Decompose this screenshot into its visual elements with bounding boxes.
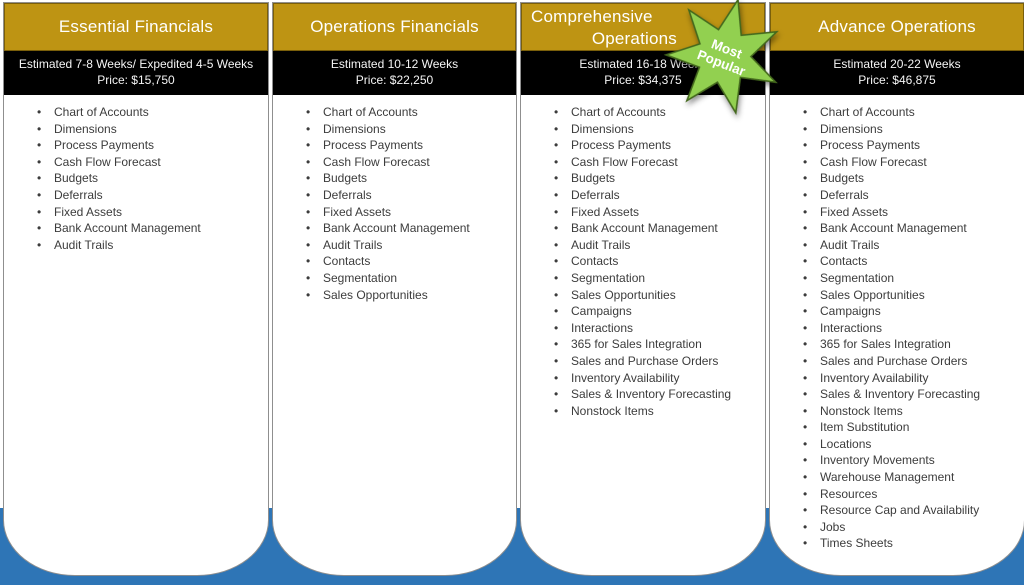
feature-item: Audit Trails [305, 237, 510, 254]
plan-title-line: Essential Financials [58, 17, 214, 36]
feature-item: Dimensions [553, 121, 759, 138]
plan-estimate: Estimated 16-18 Weeks [579, 57, 707, 71]
feature-item: Budgets [36, 170, 262, 187]
feature-item: Sales Opportunities [553, 287, 759, 304]
feature-item: Sales and Purchase Orders [802, 353, 1018, 370]
feature-item: Process Payments [802, 137, 1018, 154]
star-icon [663, 0, 779, 116]
feature-item: Inventory Availability [553, 370, 759, 387]
plan-card-comprehensive-operations: Comprehensive Operations Estimated 16-18 … [520, 2, 766, 576]
feature-item: Sales and Purchase Orders [553, 353, 759, 370]
plan-estimate: Estimated 10-12 Weeks [330, 57, 459, 71]
feature-item: Deferrals [36, 187, 262, 204]
feature-item: Process Payments [305, 137, 510, 154]
feature-item: Bank Account Management [305, 220, 510, 237]
feature-item: Contacts [802, 253, 1018, 270]
plan-price: Price: $46,875 [858, 73, 936, 87]
plan-title: Advance Operations [770, 3, 1024, 51]
feature-item: 365 for Sales Integration [553, 336, 759, 353]
feature-item: Nonstock Items [802, 403, 1018, 420]
plan-price: Price: $34,375 [604, 73, 682, 87]
plan-card-essential-financials: Essential Financials Estimated 7-8 Weeks… [3, 2, 269, 576]
plan-feature-list: Chart of AccountsDimensionsProcess Payme… [273, 95, 516, 303]
feature-item: Interactions [553, 320, 759, 337]
plan-feature-list: Chart of AccountsDimensionsProcess Payme… [770, 95, 1024, 552]
feature-item: Fixed Assets [553, 204, 759, 221]
feature-item: Campaigns [553, 303, 759, 320]
plan-card-operations-financials: Operations Financials Estimated 10-12 We… [272, 2, 517, 576]
feature-item: Sales & Inventory Forecasting [553, 386, 759, 403]
plan-title-line: Operations [591, 29, 677, 48]
feature-item: Resources [802, 486, 1018, 503]
feature-item: Chart of Accounts [553, 104, 759, 121]
feature-item: Deferrals [802, 187, 1018, 204]
feature-item: Cash Flow Forecast [802, 154, 1018, 171]
feature-item: Dimensions [802, 121, 1018, 138]
plan-feature-list: Chart of AccountsDimensionsProcess Payme… [4, 95, 268, 253]
feature-item: Nonstock Items [553, 403, 759, 420]
feature-item: Resource Cap and Availability [802, 502, 1018, 519]
plan-estimate: Estimated 7-8 Weeks/ Expedited 4-5 Weeks [18, 57, 254, 71]
feature-item: Campaigns [802, 303, 1018, 320]
feature-item: Sales Opportunities [802, 287, 1018, 304]
plan-title-line: Comprehensive [531, 7, 653, 26]
feature-item: Dimensions [36, 121, 262, 138]
plan-estimate: Estimated 20-22 Weeks [833, 57, 961, 71]
feature-item: Fixed Assets [305, 204, 510, 221]
feature-item: Bank Account Management [553, 220, 759, 237]
plan-price: Price: $22,250 [355, 73, 434, 87]
feature-item: Audit Trails [802, 237, 1018, 254]
plan-price-band: Estimated 7-8 Weeks/ Expedited 4-5 Weeks… [4, 51, 268, 95]
feature-item: Times Sheets [802, 535, 1018, 552]
feature-item: Dimensions [305, 121, 510, 138]
plan-price-band: Estimated 20-22 Weeks Price: $46,875 [770, 51, 1024, 95]
feature-item: 365 for Sales Integration [802, 336, 1018, 353]
plan-price-band: Estimated 10-12 Weeks Price: $22,250 [273, 51, 516, 95]
plan-title-line: Operations Financials [310, 17, 479, 36]
feature-item: Deferrals [553, 187, 759, 204]
feature-item: Warehouse Management [802, 469, 1018, 486]
feature-item: Contacts [553, 253, 759, 270]
plan-title-line: Advance Operations [818, 17, 976, 36]
plan-card-advance-operations: Advance Operations Estimated 20-22 Weeks… [769, 2, 1024, 576]
feature-item: Budgets [553, 170, 759, 187]
plan-title: Essential Financials [4, 3, 268, 51]
feature-item: Contacts [305, 253, 510, 270]
feature-item: Interactions [802, 320, 1018, 337]
feature-item: Bank Account Management [36, 220, 262, 237]
feature-item: Audit Trails [553, 237, 759, 254]
feature-item: Chart of Accounts [802, 104, 1018, 121]
plan-title: Operations Financials [273, 3, 516, 51]
feature-item: Jobs [802, 519, 1018, 536]
most-popular-badge: Most Popular [659, 0, 789, 121]
feature-item: Process Payments [36, 137, 262, 154]
feature-item: Chart of Accounts [305, 104, 510, 121]
feature-item: Inventory Movements [802, 452, 1018, 469]
feature-item: Budgets [802, 170, 1018, 187]
feature-item: Process Payments [553, 137, 759, 154]
feature-item: Sales Opportunities [305, 287, 510, 304]
feature-item: Inventory Availability [802, 370, 1018, 387]
feature-item: Bank Account Management [802, 220, 1018, 237]
feature-item: Item Substitution [802, 419, 1018, 436]
feature-item: Segmentation [802, 270, 1018, 287]
plan-price: Price: $15,750 [97, 73, 175, 87]
plan-feature-list: Chart of AccountsDimensionsProcess Payme… [521, 95, 765, 419]
feature-item: Budgets [305, 170, 510, 187]
feature-item: Sales & Inventory Forecasting [802, 386, 1018, 403]
feature-item: Cash Flow Forecast [36, 154, 262, 171]
feature-item: Segmentation [305, 270, 510, 287]
feature-item: Cash Flow Forecast [553, 154, 759, 171]
feature-item: Cash Flow Forecast [305, 154, 510, 171]
feature-item: Locations [802, 436, 1018, 453]
feature-item: Deferrals [305, 187, 510, 204]
feature-item: Segmentation [553, 270, 759, 287]
feature-item: Fixed Assets [36, 204, 262, 221]
feature-item: Audit Trails [36, 237, 262, 254]
feature-item: Fixed Assets [802, 204, 1018, 221]
feature-item: Chart of Accounts [36, 104, 262, 121]
